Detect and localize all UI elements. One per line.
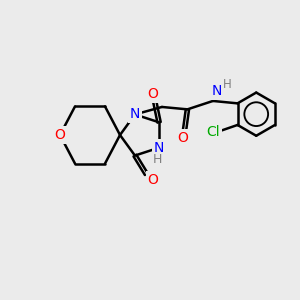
Text: H: H (223, 78, 232, 91)
Text: O: O (55, 128, 65, 142)
Text: H: H (153, 153, 162, 166)
Text: N: N (211, 84, 222, 98)
Text: O: O (148, 87, 158, 101)
Text: O: O (148, 172, 158, 187)
Text: Cl: Cl (207, 125, 220, 139)
Text: O: O (178, 130, 188, 145)
Text: N: N (130, 107, 140, 122)
Text: N: N (154, 141, 164, 155)
